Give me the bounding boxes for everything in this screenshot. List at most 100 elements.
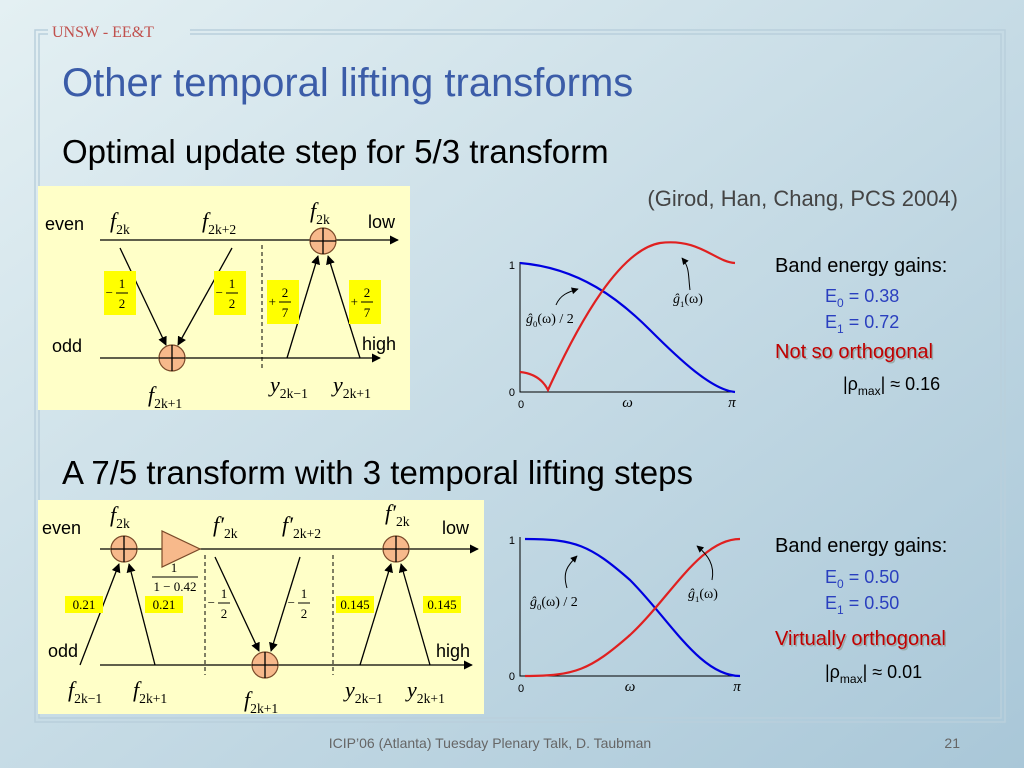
signal-label: f′2k+2 — [282, 512, 321, 541]
heading: A 7/5 transform with 3 temporal lifting … — [62, 454, 693, 491]
verdict-shadow: Not so orthogonal — [777, 343, 935, 365]
curve-label: ĝ1(ω) — [673, 292, 703, 309]
connector — [269, 556, 301, 652]
page-number: 21 — [944, 735, 960, 751]
weight-highlight — [336, 596, 374, 613]
connector — [79, 563, 121, 666]
subscript: 2k+1 — [139, 691, 167, 706]
symbol: E — [825, 593, 837, 613]
heading: Optimal update step for 5/3 transform — [62, 133, 609, 170]
subscript: 2k+2 — [208, 222, 236, 237]
connector — [119, 247, 167, 346]
symbol: f — [244, 687, 253, 712]
suffix: (ω) — [699, 587, 718, 602]
connector — [286, 255, 320, 359]
symbol: y — [331, 372, 343, 397]
value: = 0.50 — [844, 567, 900, 587]
subscript: 0 — [837, 296, 844, 310]
verdict: Virtually orthogonal — [775, 628, 946, 650]
subscript: 2k−1 — [355, 691, 383, 706]
subscript: 2k+1 — [343, 386, 371, 401]
port-label: high — [436, 641, 470, 661]
connector — [126, 563, 156, 666]
symbol: E — [825, 286, 837, 306]
subscript: 2k+2 — [293, 526, 321, 541]
weight-numerator: 1 — [229, 276, 236, 291]
signal-label: f′2k — [213, 512, 238, 541]
suffix: (ω) / 2 — [541, 595, 577, 610]
curve-pointer — [555, 287, 579, 306]
weight-highlight — [423, 596, 461, 613]
weight-value: 0.145 — [340, 597, 369, 612]
symbol: f — [133, 677, 142, 702]
gain-amplifier — [161, 530, 202, 568]
weight-numerator: 2 — [364, 285, 371, 300]
subscript: max — [840, 672, 863, 686]
gains-title: Band energy gains: — [775, 255, 947, 277]
symbol: y — [405, 677, 417, 702]
weight-highlight — [65, 596, 103, 613]
subscript: 1 — [695, 594, 699, 604]
weight-numerator: 1 — [301, 586, 308, 601]
subscript: 2k−1 — [280, 386, 308, 401]
curve-low — [524, 537, 741, 678]
rho-max: |ρmax| ≈ 0.01 — [825, 662, 922, 686]
weight-value: 0.21 — [73, 597, 96, 612]
weight-sign: − — [288, 595, 295, 610]
plot-axes — [519, 537, 740, 677]
symbol: E — [825, 312, 837, 332]
signal-label: y2k+1 — [331, 372, 371, 401]
weight-sign: + — [351, 294, 358, 309]
port-label: even — [45, 214, 84, 234]
prefix: |ρ — [825, 662, 840, 682]
suffix: (ω) / 2 — [537, 312, 573, 327]
subscript: 2k+1 — [417, 691, 445, 706]
subscript: max — [858, 384, 881, 398]
band-gain: E1 = 0.72 — [825, 312, 899, 336]
curve-low — [519, 261, 736, 394]
value: = 0.50 — [844, 593, 900, 613]
weight-sign: + — [269, 294, 276, 309]
plot-axes — [519, 262, 735, 393]
port-label: odd — [52, 336, 82, 356]
signal-label: f2k−1 — [68, 677, 102, 706]
verdict: Not so orthogonal — [775, 341, 933, 363]
weight-denominator: 2 — [221, 606, 228, 621]
symbol: f — [148, 382, 157, 407]
weight-denominator: 2 — [229, 296, 236, 311]
connector — [214, 556, 260, 652]
prefix: |ρ — [843, 374, 858, 394]
band-gain: E0 = 0.50 — [825, 567, 899, 591]
weight-sign: − — [216, 285, 223, 300]
weight-denominator: 2 — [119, 296, 126, 311]
symbol: f — [110, 502, 119, 527]
gains-title: Band energy gains: — [775, 535, 947, 557]
signal-label: y2k−1 — [268, 372, 308, 401]
value: = 0.38 — [844, 286, 900, 306]
y-tick-label: 0 — [509, 387, 515, 399]
curve-label: ĝ1(ω) — [688, 587, 718, 604]
subscript: 2k — [316, 212, 330, 227]
x-tick-label: π — [728, 395, 736, 411]
curve-pointer — [696, 545, 714, 581]
signal-label: y2k−1 — [343, 677, 383, 706]
weight-denominator: 2 — [301, 606, 308, 621]
symbol: f — [310, 198, 319, 223]
subscript: 0 — [837, 577, 844, 591]
subscript: 2k — [116, 516, 130, 531]
rho-max: |ρmax| ≈ 0.16 — [843, 374, 940, 398]
subscript: 1 — [680, 299, 684, 309]
weight-value: 0.145 — [427, 597, 456, 612]
symbol: ĝ — [526, 312, 533, 327]
signal-label: f2k+2 — [202, 208, 236, 237]
curve-label: ĝ0(ω) / 2 — [526, 312, 574, 329]
symbol: ĝ — [688, 587, 695, 602]
symbol: ĝ — [673, 292, 680, 307]
band-gain: E1 = 0.50 — [825, 593, 899, 617]
symbol: f — [110, 208, 119, 233]
curve-label: ĝ0(ω) / 2 — [530, 595, 578, 612]
band-gain: E0 = 0.38 — [825, 286, 899, 310]
x-tick-label: π — [733, 679, 741, 695]
port-label: low — [442, 518, 470, 538]
